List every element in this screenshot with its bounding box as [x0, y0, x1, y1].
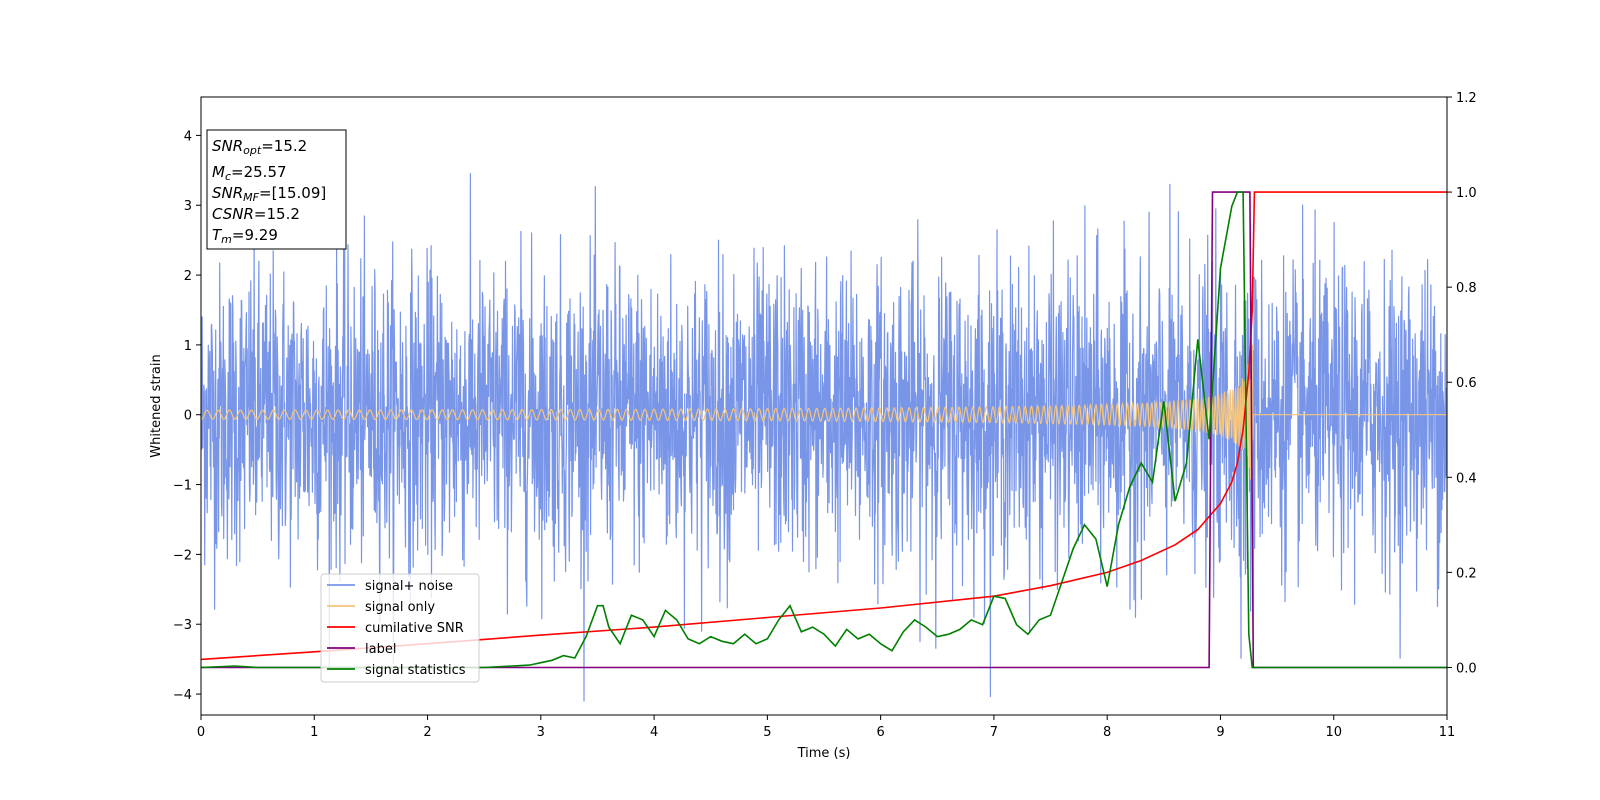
x-tick-label: 5: [763, 725, 771, 740]
x-tick-label: 0: [197, 725, 205, 740]
y-right-tick-label: 0.4: [1456, 471, 1477, 486]
legend: signal+ noise signal only cumilative SNR la…: [320, 573, 480, 683]
legend-label: label: [365, 642, 396, 657]
info-mc: Mc=25.57: [212, 163, 287, 183]
y-axis-right: 0.0 0.2 0.4 0.6 0.8 1.0 1.2: [1447, 91, 1477, 676]
y-axis-label: Whitened strain: [149, 354, 164, 457]
x-tick-label: 1: [310, 725, 318, 740]
y-left-tick-label: 2: [184, 269, 192, 284]
info-csnr: CSNR=15.2: [212, 205, 300, 223]
y-right-tick-label: 0.6: [1456, 376, 1477, 391]
y-left-tick-label: 4: [184, 129, 192, 144]
series-line-cumulative-snr: [201, 191, 1447, 661]
info-snr-opt: SNRopt=15.2: [212, 137, 307, 157]
x-tick-label: 11: [1439, 725, 1456, 740]
x-tick-label: 8: [1103, 725, 1111, 740]
x-tick-label: 7: [990, 725, 998, 740]
legend-label: cumilative SNR: [365, 621, 464, 636]
y-right-tick-label: 0.2: [1456, 566, 1477, 581]
y-left-tick-label: 3: [184, 199, 192, 214]
y-left-tick-label: −4: [173, 688, 192, 703]
series-line-signal-only: [201, 344, 1447, 498]
y-right-tick-label: 1.0: [1456, 186, 1477, 201]
y-right-tick-label: 0.8: [1456, 281, 1477, 296]
x-tick-label: 4: [650, 725, 658, 740]
x-tick-label: 6: [876, 725, 884, 740]
info-tm: Tm=9.29: [212, 226, 278, 246]
info-snr-mf: SNRMF=[15.09]: [212, 184, 326, 204]
info-box: SNRopt=15.2 Mc=25.57 SNRMF=[15.09] CSNR=…: [206, 129, 347, 250]
y-left-tick-label: −1: [173, 479, 192, 494]
x-tick-label: 2: [423, 725, 431, 740]
x-axis: 0 1 2 3 4 5 6 7 8 9 10 11: [197, 715, 1455, 740]
series-line-signal-statistics: [201, 191, 1447, 669]
legend-label: signal statistics: [365, 663, 466, 678]
y-axis-left: −4 −3 −2 −1 0 1 2 3 4: [173, 129, 201, 703]
legend-label: signal+ noise: [365, 579, 453, 594]
legend-label: signal only: [365, 600, 435, 615]
y-left-tick-label: −2: [173, 548, 192, 563]
y-left-tick-label: −3: [173, 618, 192, 633]
legend-frame: [320, 573, 480, 683]
y-right-tick-label: 1.2: [1456, 91, 1477, 106]
y-left-tick-label: 1: [184, 339, 192, 354]
x-tick-label: 10: [1325, 725, 1342, 740]
y-right-tick-label: 0.0: [1456, 661, 1477, 676]
y-left-tick-label: 0: [184, 409, 192, 424]
series-layer: [201, 173, 1447, 702]
x-axis-label: Time (s): [797, 746, 851, 761]
x-tick-label: 9: [1216, 725, 1224, 740]
x-tick-label: 3: [537, 725, 545, 740]
info-box-frame: [206, 129, 347, 250]
series-line-signal-noise: [201, 173, 1447, 702]
plot-frame: [200, 96, 1448, 716]
